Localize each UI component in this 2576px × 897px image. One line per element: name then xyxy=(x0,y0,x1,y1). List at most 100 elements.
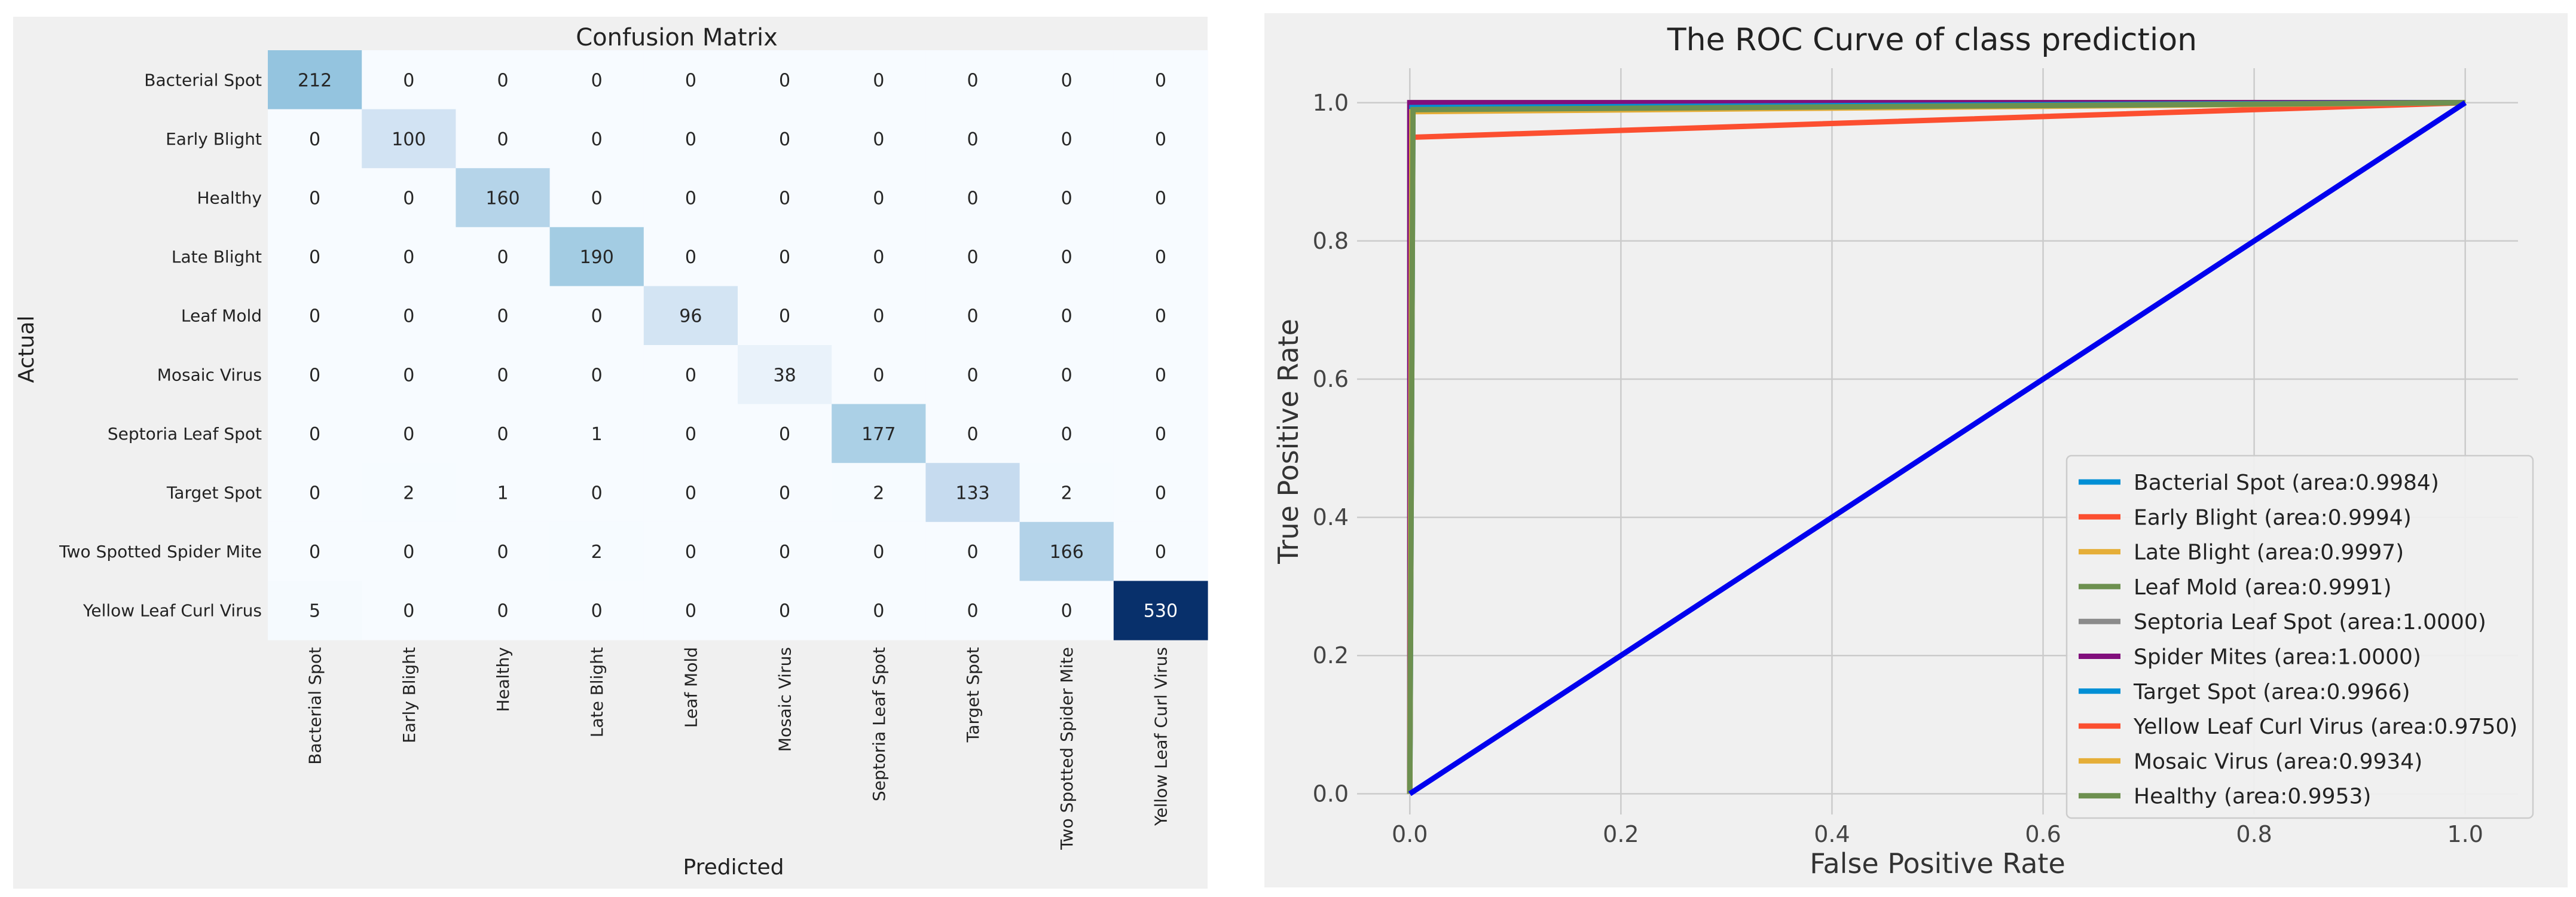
legend-label: Healthy (area:0.9953) xyxy=(2134,785,2371,809)
roc-curve-chart: The ROC Curve of class prediction 0.0 0.2… xyxy=(1272,22,2534,880)
row-label: Two Spotted Spider Mite xyxy=(59,542,262,562)
cell-value-label: 0 xyxy=(967,188,978,209)
cell-value-label: 0 xyxy=(591,483,603,504)
cell-value-label: 212 xyxy=(298,70,332,91)
heatmap-cell xyxy=(643,463,738,523)
heatmap-cell xyxy=(1019,463,1114,523)
cell-value-label: 0 xyxy=(403,365,414,386)
cell-value-label: 0 xyxy=(685,247,696,268)
heatmap-cell xyxy=(456,404,551,463)
heatmap-cell xyxy=(268,227,362,286)
cell-value-label: 190 xyxy=(580,247,614,268)
cell-value-label: 0 xyxy=(1061,306,1072,327)
row-label: Leaf Mold xyxy=(181,306,262,326)
cell-value-label: 2 xyxy=(403,483,414,504)
heatmap-cell xyxy=(1113,463,1208,523)
heatmap-cell xyxy=(268,404,362,463)
heatmap-cell xyxy=(832,404,926,463)
cell-value-label: 0 xyxy=(967,365,978,386)
cell-value-label: 0 xyxy=(873,129,884,150)
legend-label: Target Spot (area:0.9966) xyxy=(2133,680,2410,704)
heatmap-cell xyxy=(738,404,832,463)
cell-value-label: 0 xyxy=(779,306,790,327)
column-label: Late Blight xyxy=(587,647,607,737)
heatmap-cell xyxy=(925,286,1020,346)
cell-value-label: 1 xyxy=(497,483,508,504)
cell-value-label: 0 xyxy=(873,247,884,268)
cell-value-label: 0 xyxy=(309,247,320,268)
legend-label: Yellow Leaf Curl Virus (area:0.9750) xyxy=(2133,715,2517,739)
cell-value-label: 0 xyxy=(967,247,978,268)
cell-value-label: 2 xyxy=(1061,483,1072,504)
row-label: Bacterial Spot xyxy=(144,70,262,90)
cell-value-label: 0 xyxy=(1061,188,1072,209)
cell-value-label: 0 xyxy=(1155,424,1166,445)
cell-value-label: 0 xyxy=(309,188,320,209)
heatmap-cell xyxy=(549,227,644,286)
heatmap-cell xyxy=(925,521,1020,581)
heatmap-cell xyxy=(738,50,832,110)
row-label: Late Blight xyxy=(172,247,262,267)
heatmap-cell xyxy=(456,109,551,169)
cell-value-label: 0 xyxy=(403,601,414,622)
cell-value-label: 0 xyxy=(967,306,978,327)
cell-value-label: 0 xyxy=(1155,483,1166,504)
y-tick-label: 0.6 xyxy=(1313,366,1349,392)
y-axis-label: True Positive Rate xyxy=(1272,319,1304,565)
cell-value-label: 0 xyxy=(309,129,320,150)
confusion-matrix-chart: Confusion Matrix 212 0 0 0 0 0 0 0 0 00 100 0 0 0 0 0 0 0… xyxy=(14,24,1208,880)
x-tick-label: 0.4 xyxy=(1814,821,1850,847)
heatmap-cell xyxy=(1113,168,1208,228)
y-axis-label: Actual xyxy=(14,316,39,383)
heatmap-cell xyxy=(925,463,1020,523)
cell-value-label: 0 xyxy=(1155,365,1166,386)
heatmap-cell xyxy=(832,521,926,581)
cell-value-label: 166 xyxy=(1050,542,1084,563)
heatmap-cell xyxy=(456,227,551,286)
cell-value-label: 0 xyxy=(685,70,696,91)
cell-value-label: 0 xyxy=(967,424,978,445)
cell-value-label: 0 xyxy=(1061,70,1072,91)
column-label: Yellow Leaf Curl Virus xyxy=(1151,647,1171,826)
heatmap-cell xyxy=(643,286,738,346)
cell-value-label: 530 xyxy=(1144,601,1178,622)
cell-value-label: 0 xyxy=(779,70,790,91)
heatmap-cell xyxy=(362,463,456,523)
heatmap-cell xyxy=(456,581,551,640)
heatmap-cell xyxy=(1113,345,1208,405)
cell-value-label: 0 xyxy=(1061,247,1072,268)
heatmap-cell xyxy=(362,286,456,346)
cell-value-label: 0 xyxy=(497,129,508,150)
cell-value-label: 100 xyxy=(392,129,426,150)
cell-value-label: 0 xyxy=(591,129,603,150)
heatmap-cell xyxy=(549,463,644,523)
heatmap-cell xyxy=(738,521,832,581)
x-tick-label: 0.8 xyxy=(2236,821,2272,847)
heatmap-cell xyxy=(268,581,362,640)
heatmap-cell xyxy=(1113,404,1208,463)
cell-value-label: 0 xyxy=(309,424,320,445)
heatmap-cell xyxy=(1113,50,1208,110)
cell-value-label: 0 xyxy=(1155,188,1166,209)
cell-value-label: 0 xyxy=(497,424,508,445)
heatmap-cell xyxy=(362,581,456,640)
heatmap-cell xyxy=(268,109,362,169)
column-labels: Bacterial Spot Early Blight Healthy Late Bl… xyxy=(305,647,1171,850)
cell-value-label: 177 xyxy=(861,424,896,445)
cell-value-label: 0 xyxy=(309,483,320,504)
heatmap-cell xyxy=(1019,404,1114,463)
heatmap-cell xyxy=(832,168,926,228)
legend-label: Early Blight (area:0.9994) xyxy=(2134,505,2412,530)
heatmap-cell xyxy=(1113,581,1208,640)
heatmap-cell xyxy=(456,463,551,523)
cell-value-label: 0 xyxy=(497,306,508,327)
cell-value-label: 0 xyxy=(967,70,978,91)
row-label: Early Blight xyxy=(166,129,262,149)
cell-value-label: 0 xyxy=(779,247,790,268)
cell-value-label: 0 xyxy=(1061,365,1072,386)
heatmap-cell xyxy=(549,168,644,228)
heatmap-cell xyxy=(456,168,551,228)
heatmap-cell xyxy=(925,109,1020,169)
cell-value-label: 0 xyxy=(873,188,884,209)
roc-curve-panel: The ROC Curve of class prediction 0.0 0.2… xyxy=(1264,13,2568,887)
